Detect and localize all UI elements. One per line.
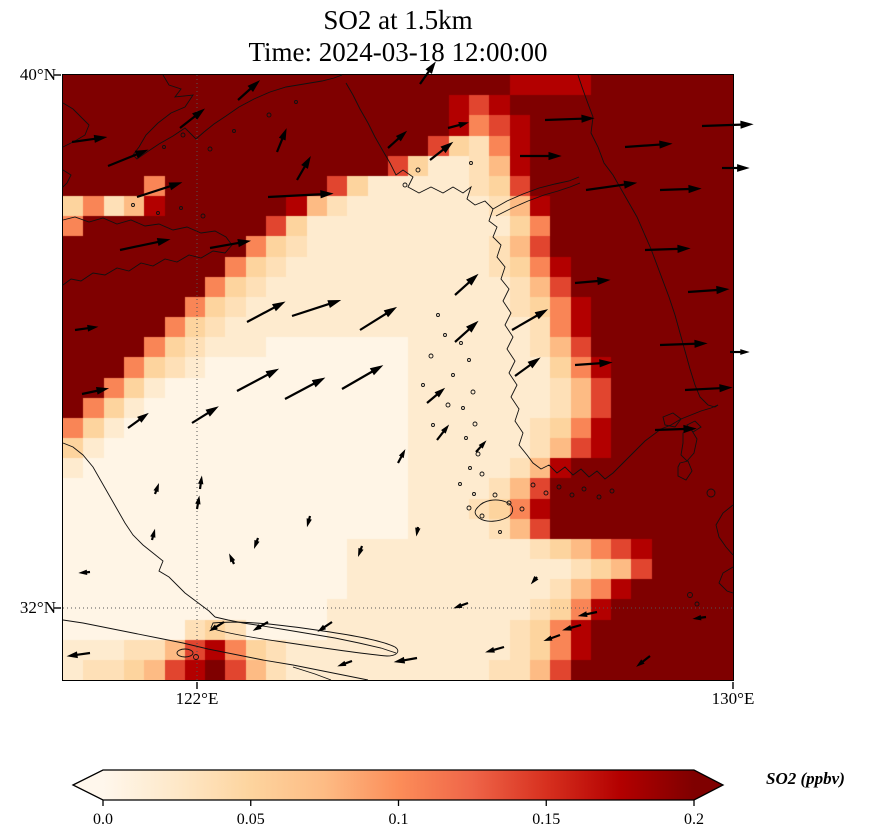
chart-title: SO2 at 1.5km: [323, 5, 473, 35]
island-tsushima-south: [677, 460, 693, 481]
coastline-korea-west: [345, 82, 719, 480]
coastline-hangzhou-bay: [292, 666, 332, 681]
coastline-yangtze-north-channel: [214, 616, 397, 654]
island-chongming: [210, 621, 399, 657]
islet-jeju-south: [498, 530, 502, 534]
colorbar-ticks: [102, 800, 695, 806]
colorbar-tick-1: 0.05: [237, 811, 265, 828]
island-geoje: [662, 412, 682, 428]
so2-heatmap-canvas: [63, 75, 733, 680]
graticule: [63, 75, 733, 680]
coastline-yangtze-south-bank: [62, 619, 369, 681]
lon-tick-label-130e: 130°E: [711, 689, 755, 708]
coastline-kyushu2: [718, 566, 734, 594]
colorbar-tick-3: 0.15: [532, 811, 560, 828]
colorbar: 0.0 0.05 0.1 0.15 0.2: [71, 769, 725, 828]
coastline-jiangsu: [62, 442, 216, 618]
map-overlay: [54, 61, 754, 689]
coastline-shandong: [62, 216, 233, 286]
island-goto2: [694, 601, 700, 607]
colorbar-tick-4: 0.2: [684, 811, 704, 828]
colorbar-tick-labels: 0.0 0.05 0.1 0.15 0.2: [93, 811, 704, 828]
island-goto1: [687, 592, 693, 598]
island-shanghai-lake: [176, 648, 194, 658]
colorbar-tick-0: 0.0: [93, 811, 113, 828]
chart-subtitle-time: Time: 2024-03-18 12:00:00: [248, 37, 548, 67]
coastline-korea-east: [577, 74, 719, 408]
island-iki: [706, 488, 716, 498]
colorbar-tick-2: 0.1: [389, 811, 409, 828]
coastline-liaodong: [132, 74, 343, 160]
small-islands: [131, 100, 615, 519]
river-han-north-bank: [492, 176, 580, 210]
lat-tick-label-32n: 32°N: [19, 598, 56, 617]
river-han-south-bank: [495, 182, 581, 217]
island-jeju: [474, 499, 514, 522]
coastlines: [62, 74, 734, 681]
colorbar-label: SO2 (ppbv): [766, 769, 845, 788]
wind-quiver-arrows: [66, 61, 754, 667]
islet-shanghai: [193, 654, 199, 660]
axis-ticks: [54, 74, 734, 689]
island-tsushima-north: [680, 428, 698, 462]
lat-tick-label-40n: 40°N: [19, 65, 56, 84]
colorbar-bar: [71, 769, 725, 801]
lon-tick-label-122e: 122°E: [175, 689, 219, 708]
map-plot-area: [54, 61, 754, 689]
coastline-bohai-west2: [62, 169, 72, 188]
coastline-kyushu: [715, 504, 734, 556]
